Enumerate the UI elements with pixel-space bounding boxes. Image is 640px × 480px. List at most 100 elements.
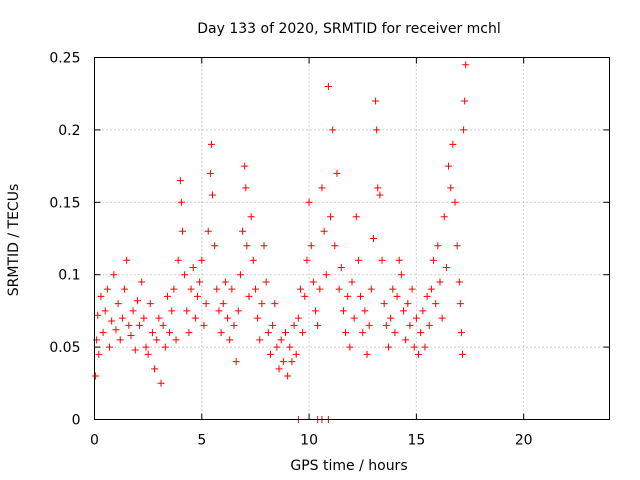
data-point [312, 307, 320, 315]
y-axis-label: SRMTID / TECUs [6, 184, 22, 297]
data-point [92, 372, 100, 380]
data-point [140, 314, 148, 322]
data-point [103, 285, 111, 293]
data-point [365, 321, 373, 329]
data-point [168, 307, 176, 315]
data-point [264, 329, 272, 337]
data-point [133, 297, 141, 305]
data-point [127, 332, 135, 340]
data-point [279, 358, 287, 366]
axis-ticks [94, 57, 610, 420]
data-point [161, 343, 169, 351]
data-point [348, 278, 356, 286]
data-point [112, 326, 120, 334]
data-point [395, 256, 403, 264]
data-point [318, 184, 326, 192]
data-point [189, 263, 197, 271]
y-tick-labels: 0 0.05 0.1 0.15 0.2 0.25 [49, 51, 80, 429]
data-point [262, 278, 270, 286]
data-point [456, 300, 464, 308]
data-point [185, 329, 193, 337]
data-point [408, 285, 416, 293]
data-point [136, 321, 144, 329]
data-point [322, 271, 330, 279]
data-point [187, 285, 195, 293]
data-point [108, 317, 116, 325]
data-point [125, 321, 133, 329]
data-point [194, 292, 201, 300]
data-point [178, 227, 186, 235]
data-point [412, 314, 420, 322]
data-point [393, 292, 401, 300]
data-point [436, 278, 444, 286]
data-point [309, 278, 317, 286]
data-point [369, 235, 377, 242]
data-point [434, 242, 442, 250]
data-point [440, 213, 448, 221]
data-point [378, 256, 386, 264]
data-point [372, 97, 380, 105]
data-point [116, 336, 124, 344]
data-point [320, 227, 328, 235]
data-point [209, 191, 217, 199]
x-axis-label: GPS time / hours [290, 458, 407, 474]
data-point [196, 278, 204, 286]
data-point [352, 213, 360, 221]
data-point [327, 213, 335, 221]
data-point [337, 263, 345, 271]
data-point [301, 292, 309, 300]
data-point [350, 314, 358, 322]
data-point [423, 292, 431, 300]
data-point [181, 271, 189, 279]
data-point [305, 198, 313, 206]
data-point [331, 242, 339, 250]
data-point [397, 271, 405, 279]
data-point [460, 126, 468, 134]
data-point [438, 314, 446, 322]
data-point [245, 292, 253, 300]
data-point [101, 307, 109, 315]
data-point [249, 256, 257, 264]
data-point [230, 321, 238, 329]
data-point [242, 184, 250, 192]
y-tick-label: 0.05 [49, 340, 80, 356]
data-point [251, 285, 259, 293]
data-point [174, 256, 182, 264]
data-point [449, 140, 457, 148]
data-point [228, 285, 236, 293]
x-tick-label: 0 [90, 433, 99, 449]
data-point [425, 321, 433, 329]
data-point [374, 184, 382, 192]
data-point [258, 300, 266, 308]
data-point [146, 300, 154, 308]
data-point [339, 307, 347, 315]
data-point [376, 191, 384, 199]
data-point [363, 350, 371, 358]
data-point [410, 343, 418, 351]
plot-frame [94, 57, 610, 420]
data-point [191, 314, 199, 322]
data-point [217, 329, 225, 337]
data-point [286, 343, 294, 351]
data-point [239, 227, 247, 235]
data-point [342, 329, 350, 337]
data-point [455, 278, 463, 286]
data-point [299, 329, 307, 337]
data-point [207, 140, 215, 148]
data-point [159, 321, 167, 329]
data-point [432, 300, 440, 308]
data-point [445, 162, 453, 170]
y-tick-label: 0.1 [58, 268, 80, 284]
data-point [236, 271, 244, 279]
data-point [367, 285, 375, 293]
data-point [453, 242, 461, 250]
data-point [206, 169, 214, 177]
y-tick-label: 0.2 [58, 123, 80, 139]
data-point [213, 285, 221, 293]
data-point [170, 285, 178, 293]
x-tick-label: 10 [300, 433, 318, 449]
data-point [427, 285, 435, 293]
data-point [316, 285, 324, 293]
data-point [430, 256, 438, 264]
